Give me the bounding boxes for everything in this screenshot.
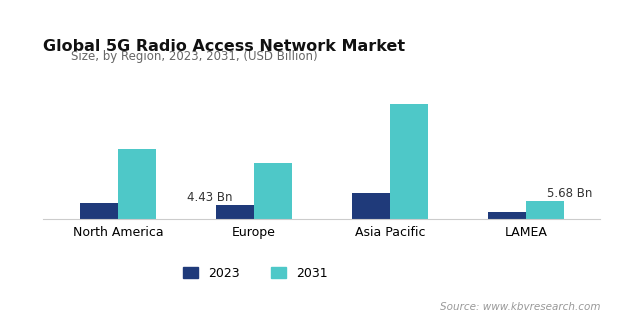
Text: 5.68 Bn: 5.68 Bn bbox=[547, 187, 593, 200]
Legend: 2023, 2031: 2023, 2031 bbox=[183, 267, 327, 280]
Text: Size, by Region, 2023, 2031, (USD Billion): Size, by Region, 2023, 2031, (USD Billio… bbox=[71, 50, 318, 63]
Bar bbox=[526, 201, 564, 219]
Bar bbox=[390, 104, 428, 219]
Bar bbox=[488, 212, 526, 219]
Bar bbox=[352, 193, 390, 219]
Text: Global 5G Radio Access Network Market: Global 5G Radio Access Network Market bbox=[43, 39, 405, 54]
Bar bbox=[118, 149, 156, 219]
Bar bbox=[80, 203, 118, 219]
Text: 4.43 Bn: 4.43 Bn bbox=[187, 191, 232, 204]
Bar bbox=[254, 163, 292, 219]
Bar bbox=[216, 205, 254, 219]
Text: Source: www.kbvresearch.com: Source: www.kbvresearch.com bbox=[440, 302, 600, 312]
